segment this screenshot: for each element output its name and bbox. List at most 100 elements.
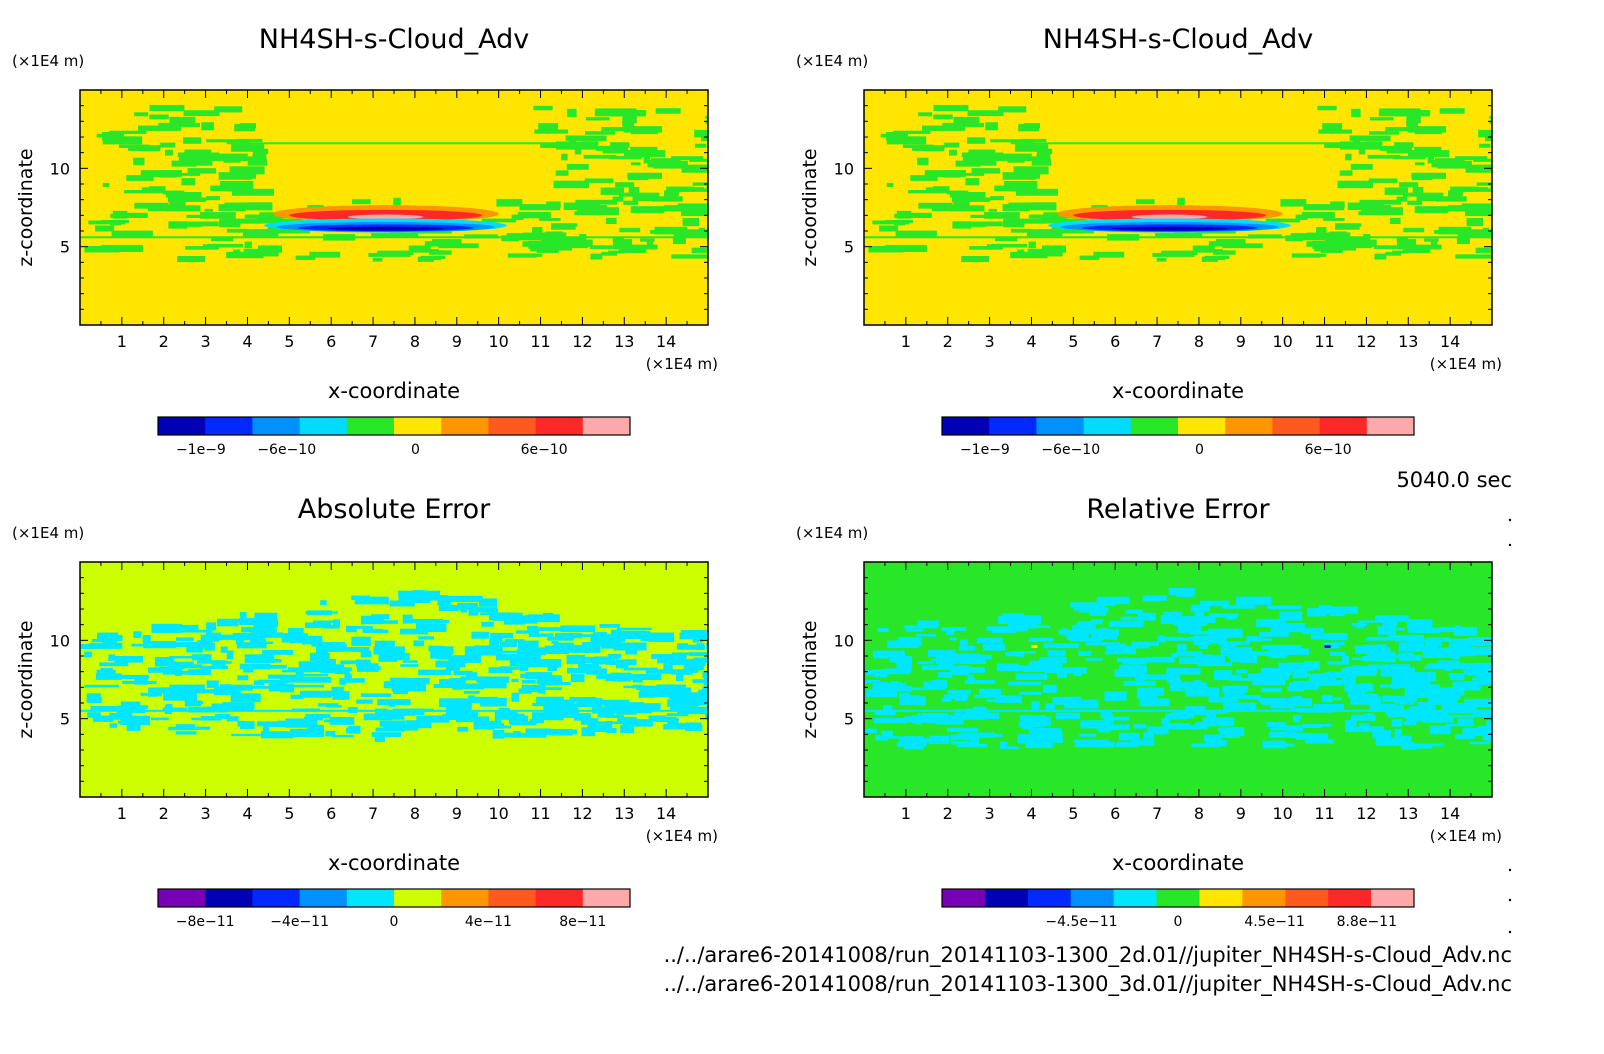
field-cell	[1218, 641, 1250, 645]
y-tick-label: 10	[50, 631, 70, 650]
x-tick-label: 4	[1026, 804, 1036, 823]
field-cell	[495, 654, 520, 661]
field-cell	[320, 600, 327, 606]
field-cell	[1030, 202, 1057, 211]
field-cell	[542, 612, 554, 622]
field-cell	[575, 199, 618, 205]
field-cell	[516, 649, 541, 659]
x-tick-label: 9	[452, 332, 462, 351]
field-cell	[1391, 719, 1403, 727]
field-cell	[971, 221, 1003, 227]
field-cell	[632, 674, 643, 683]
field-cell	[590, 633, 626, 642]
field-cell	[1012, 651, 1036, 654]
field-cell	[912, 145, 945, 152]
field-cell	[405, 619, 432, 624]
field-cell	[1190, 606, 1210, 612]
field-cell	[256, 721, 293, 727]
field-cell	[538, 123, 559, 132]
field-cell	[577, 207, 619, 216]
x-tick-label: 1	[901, 332, 911, 351]
x-tick-label: 12	[1356, 332, 1376, 351]
field-cell	[657, 654, 679, 664]
field-cell	[955, 160, 981, 167]
field-cell	[1173, 232, 1203, 238]
field-cell	[1410, 743, 1444, 747]
field-cell	[994, 185, 1034, 192]
field-cell	[1396, 628, 1405, 631]
field-cell	[281, 633, 309, 643]
field-cell	[167, 172, 200, 176]
x-tick-label: 3	[985, 332, 995, 351]
field-cell	[544, 645, 570, 653]
field-cell	[1441, 662, 1450, 667]
field-cell	[159, 142, 176, 148]
field-cell	[518, 688, 532, 694]
field-cell	[1473, 662, 1490, 672]
x-tick-label: 14	[1440, 332, 1460, 351]
field-cell	[490, 632, 513, 639]
field-cell	[1421, 716, 1454, 723]
field-cell	[1340, 668, 1364, 676]
field-cell	[1408, 641, 1425, 646]
field-cell	[1027, 248, 1051, 257]
field-cell	[1028, 727, 1062, 737]
field-cell	[1455, 254, 1492, 259]
field-cell	[1401, 654, 1423, 661]
field-cell	[319, 643, 347, 652]
field-cell	[206, 196, 220, 201]
x-tick-label: 6	[326, 804, 336, 823]
field-cell	[1171, 653, 1179, 658]
panel-4: Relative Error(×1E4 m)1 2 3 4 5 6 7 8 9 10 11 12 13 1…	[796, 494, 1502, 930]
colorbar-swatch	[1366, 417, 1415, 435]
field-cell	[605, 721, 613, 729]
field-cell	[183, 110, 220, 117]
field-cell	[214, 106, 243, 113]
x-tick-label: 12	[1356, 804, 1376, 823]
field-cell	[1456, 237, 1470, 245]
field-cell	[206, 139, 251, 143]
file-path-label: ../../arare6-20141008/run_20141103-1300_…	[664, 943, 1512, 968]
colorbar-swatch	[488, 889, 537, 907]
heatmap-field	[80, 562, 708, 797]
field-cell	[1365, 141, 1383, 146]
field-cell	[112, 634, 123, 642]
field-cell	[1401, 672, 1436, 682]
field-cell	[1351, 623, 1367, 627]
field-cell	[1265, 218, 1301, 223]
field-cell	[909, 212, 932, 218]
field-cell	[1157, 635, 1166, 643]
field-cell	[553, 180, 589, 189]
field-cell	[237, 675, 249, 681]
colorbar-swatch	[1036, 417, 1085, 435]
field-cell	[949, 637, 957, 641]
field-cell	[922, 718, 947, 722]
field-cell	[567, 108, 577, 118]
field-cell	[1026, 716, 1051, 726]
field-cell	[1021, 721, 1032, 730]
field-cell	[508, 715, 529, 725]
field-cell	[101, 244, 143, 253]
field-cell	[915, 633, 937, 637]
field-cell	[108, 654, 116, 662]
field-cell	[677, 203, 708, 210]
field-band	[1010, 142, 1342, 145]
field-cell	[617, 716, 637, 723]
field-cell	[149, 104, 185, 112]
field-cell	[244, 214, 285, 219]
field-cell	[685, 724, 703, 732]
field-cell	[287, 667, 319, 671]
field-cell	[961, 255, 990, 263]
field-cell	[705, 712, 708, 719]
field-cell	[517, 211, 551, 219]
field-cell	[257, 679, 289, 684]
field-cell	[623, 667, 658, 671]
field-cell	[479, 681, 507, 689]
field-cell	[705, 115, 708, 119]
field-cell	[954, 709, 963, 716]
field-cell	[222, 684, 253, 691]
field-cell	[1028, 241, 1036, 249]
field-cell	[532, 226, 543, 233]
colorbar-swatch	[252, 889, 301, 907]
field-cell	[1078, 605, 1099, 613]
